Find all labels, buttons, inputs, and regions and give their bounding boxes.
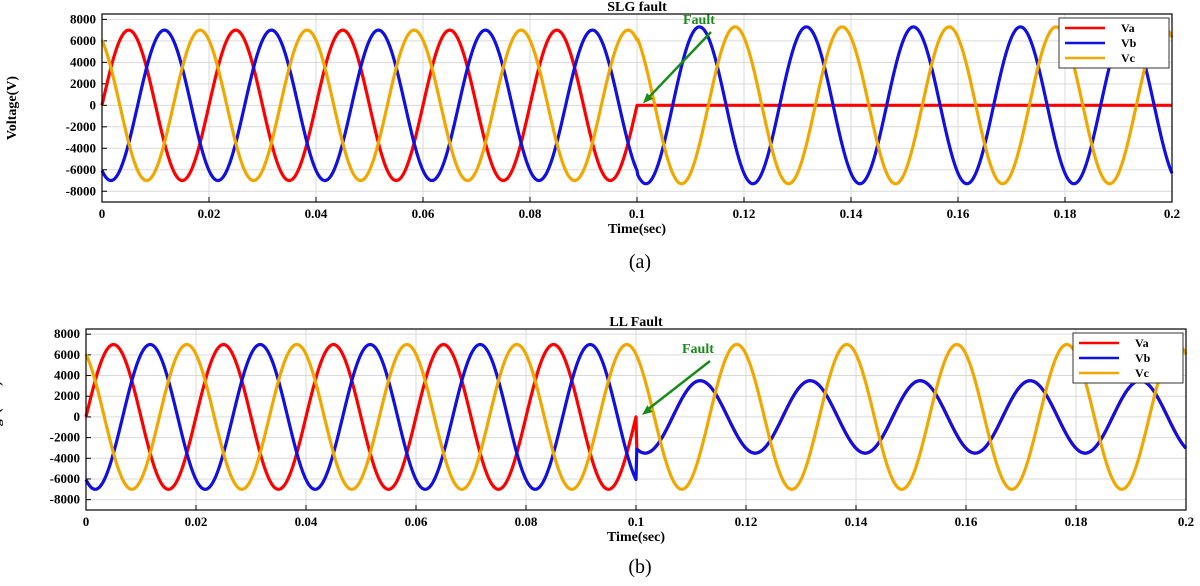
x-tick-label: 0.14	[845, 514, 868, 529]
fault-arrow-shaft	[645, 360, 711, 412]
series-group	[84, 342, 1188, 491]
fault-annotation: Fault	[642, 342, 714, 415]
x-tick-label: 0.1	[628, 514, 644, 529]
series-line-vc	[84, 342, 1188, 491]
y-tick-label: 8000	[54, 326, 80, 341]
chart-title: LL Fault	[609, 315, 663, 330]
y-tick-label: -8000	[50, 492, 80, 507]
x-tick-label: 0.08	[515, 514, 538, 529]
y-axis-label: Voltage(V)	[5, 76, 20, 140]
y-tick-label: 0	[74, 409, 81, 424]
x-tick-label: 0.14	[840, 206, 863, 221]
fault-arrow-head	[642, 405, 653, 415]
figure-caption: (b)	[628, 556, 651, 578]
legend-label-va: Va	[1121, 21, 1135, 35]
plot-frame	[101, 13, 1173, 203]
y-tick-label: -4000	[50, 450, 80, 465]
y-tick-label: 6000	[54, 347, 80, 362]
x-tick-label: 0.04	[295, 514, 318, 529]
figure-caption: (a)	[629, 251, 651, 273]
y-tick-label: 6000	[70, 33, 96, 48]
x-tick-label: 0.2	[1178, 514, 1194, 529]
x-tick-label: 0.18	[1054, 206, 1077, 221]
x-tick-label: 0.06	[405, 514, 428, 529]
chart-a: 0 0.02 0.04 0.06 0.08 0.1 0.12 0.14 0.16 0.18 0.2 8…	[5, 0, 1180, 273]
y-tick-label: -2000	[50, 430, 80, 445]
y-tick-label: -8000	[66, 183, 96, 198]
series-line-vb	[100, 25, 1174, 186]
x-tick-label: 0.12	[735, 514, 758, 529]
chart-b: 0 0.02 0.04 0.06 0.08 0.1 0.12 0.14 0.16 0.18 0.2 8…	[0, 315, 1194, 578]
x-tick-label: 0.02	[198, 206, 221, 221]
x-tick-label: 0.18	[1065, 514, 1088, 529]
legend-label-vb: Vb	[1121, 36, 1137, 50]
series-group	[100, 25, 1174, 186]
y-tick-label: -4000	[66, 140, 96, 155]
x-tick-label: 0.16	[955, 514, 978, 529]
fault-arrow-shaft	[646, 31, 712, 101]
y-tick-label: -6000	[50, 471, 80, 486]
x-tick-label: 0	[99, 206, 106, 221]
legend-label-vc: Vc	[1135, 366, 1150, 380]
y-tick-label: 4000	[54, 368, 80, 383]
x-tick-label: 0.06	[412, 206, 435, 221]
x-tick-label: 0.2	[1164, 206, 1180, 221]
y-tick-label: 2000	[54, 388, 80, 403]
fault-annotation: Fault	[643, 13, 715, 104]
fault-arrow-head	[643, 93, 654, 104]
x-tick-label: 0.08	[519, 206, 542, 221]
plot-frame	[85, 328, 1187, 511]
legend-label-vb: Vb	[1135, 351, 1151, 365]
x-tick-label: 0.16	[947, 206, 970, 221]
fault-label: Fault	[683, 13, 715, 28]
y-tick-label: 8000	[70, 11, 96, 26]
x-tick-label: 0.12	[733, 206, 756, 221]
y-tick-label: 0	[90, 97, 97, 112]
legend-label-vc: Vc	[1121, 51, 1136, 65]
x-tick-label: 0	[83, 514, 90, 529]
x-axis-label: Time(sec)	[607, 530, 665, 545]
chart-title: SLG fault	[607, 0, 667, 15]
fault-label: Fault	[682, 342, 714, 357]
series-line-vc	[100, 25, 1174, 186]
y-axis-label: Voltage(volt)	[0, 381, 4, 458]
series-line-vb	[84, 342, 1188, 491]
x-tick-label: 0.04	[305, 206, 328, 221]
y-tick-label: 2000	[70, 76, 96, 91]
legend-label-va: Va	[1135, 336, 1149, 350]
x-tick-label: 0.02	[185, 514, 208, 529]
y-tick-label: 4000	[70, 54, 96, 69]
x-tick-label: 0.1	[629, 206, 645, 221]
y-tick-label: -2000	[66, 119, 96, 134]
y-tick-label: -6000	[66, 162, 96, 177]
x-axis-label: Time(sec)	[608, 222, 666, 237]
